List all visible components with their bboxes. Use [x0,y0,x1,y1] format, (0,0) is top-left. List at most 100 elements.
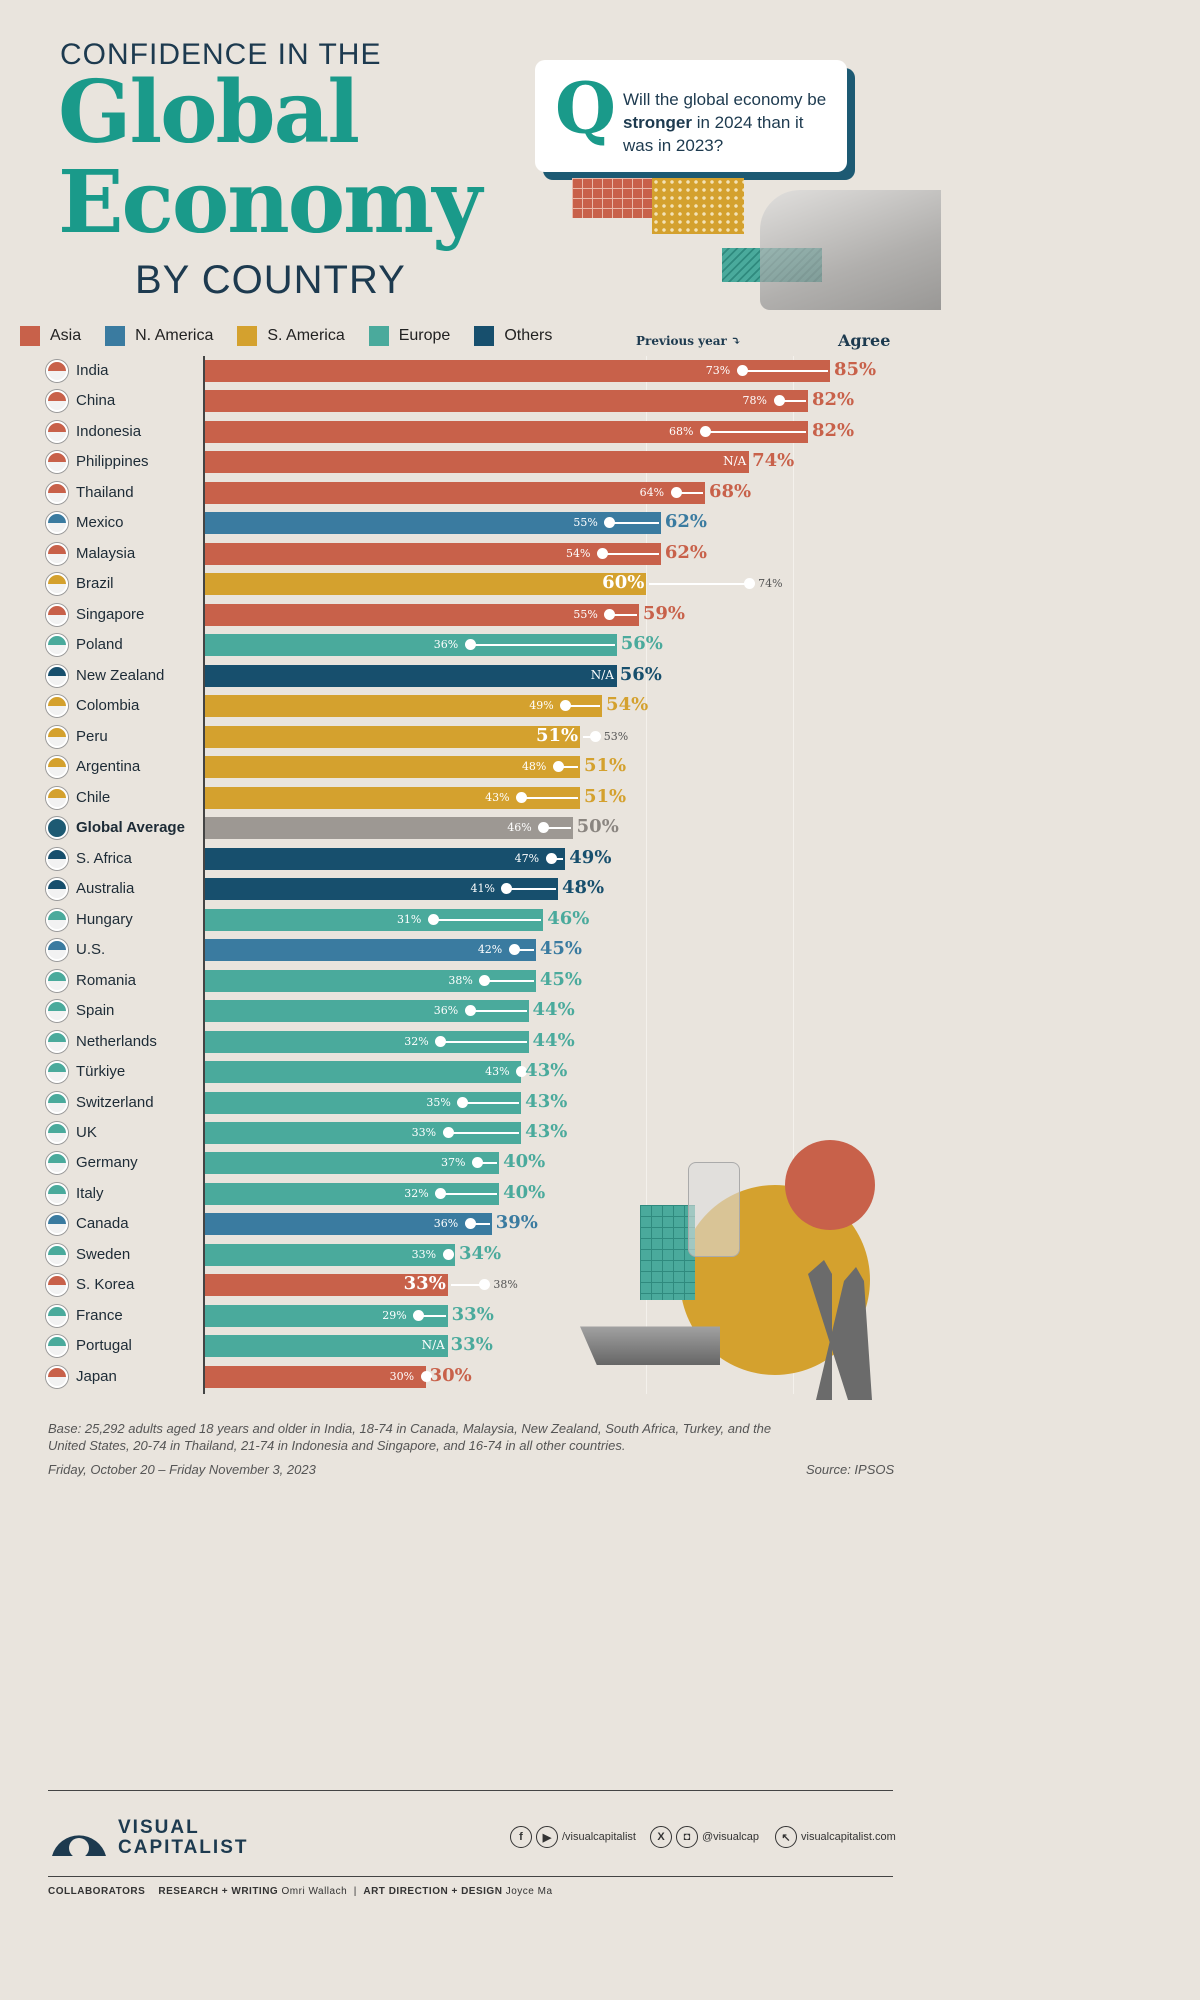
jar-illustration [688,1162,740,1257]
bar [205,725,580,748]
social-link-visualcapitalist[interactable]: f ▶ /visualcapitalist [510,1826,636,1848]
bar [205,847,566,870]
flag-icon [46,939,68,962]
instagram-icon[interactable]: ◘ [676,1826,698,1848]
value-label: 51% [584,785,627,807]
value-label: 85% [834,359,877,380]
chart-row: France 29% 33% [0,1304,941,1328]
title-line-4: BY COUNTRY [135,258,406,302]
change-arrow [565,705,601,708]
bar [205,1213,492,1236]
chart-row: New Zealand N/A 56% [0,664,941,688]
change-arrow [450,1284,485,1287]
flag-icon [46,756,68,779]
flag-icon [46,1152,68,1175]
bar [205,1304,448,1327]
country-label: Germany [76,1154,138,1172]
country-label: Switzerland [76,1093,154,1111]
flag-icon [46,1274,68,1297]
change-arrow [432,918,542,921]
country-label: UK [76,1124,97,1141]
country-label: Argentina [76,758,141,776]
chart-row: Colombia 49% 54% [0,694,941,718]
flag-icon [46,1213,68,1236]
value-label: 56% [619,663,662,685]
chart-row: Indonesia 68% 82% [0,420,941,444]
value-label: 82% [811,389,855,411]
value-label: 50% [576,816,619,838]
youtube-icon[interactable]: ▶ [536,1826,558,1848]
change-arrow [778,400,806,403]
value-label: 62% [664,511,708,533]
country-label: Romania [76,971,137,989]
cursor-icon[interactable]: ↖ [775,1826,797,1848]
country-label: Thailand [76,483,134,501]
bar [205,786,580,809]
question-text-b: in 2024 than it was in 2023? [623,113,804,155]
value-label: 51% [536,724,579,746]
social-handle[interactable]: @visualcap [702,1831,760,1843]
question-text-a: Will the global economy be [623,90,827,109]
bar [205,695,603,718]
divider [48,1790,893,1791]
title-line-2: Global [58,62,360,163]
chart-row: S. Korea 33% 38% [0,1273,941,1297]
chart-row: Malaysia 54% 62% [0,542,941,566]
legend-label: N. America [135,327,214,344]
legend-swatch [105,326,126,346]
logo-text-2: CAPITALIST [118,1837,249,1858]
website-text[interactable]: visualcapitalist.com [801,1831,896,1843]
social-link-visualcap[interactable]: X ◘ @visualcap [650,1826,759,1848]
value-label: 40% [503,1151,546,1173]
previous-label: 35% [426,1095,451,1109]
value-label: 49% [569,846,612,868]
gridline [646,356,647,1394]
country-label: S. Africa [76,849,132,867]
value-label: 30% [429,1364,472,1386]
previous-label: 78% [742,394,767,408]
agree-header: Agree [838,331,891,350]
bar [205,360,830,382]
chart-row: Poland 36% 56% [0,633,941,657]
flag-icon [46,573,68,596]
flag-icon [46,451,68,474]
research-label: RESEARCH + WRITING [158,1886,279,1897]
chart-row: UK 33% 43% [0,1121,941,1145]
legend-europe: Europe [368,326,451,346]
bar [205,1061,522,1084]
previous-label: 41% [470,882,495,896]
country-label: Indonesia [76,422,142,440]
legend-asia: Asia [20,326,81,346]
value-label: 44% [532,1029,575,1051]
chart-row: China 78% 82% [0,389,941,413]
social-handle[interactable]: /visualcapitalist [562,1831,636,1843]
flag-icon [46,634,68,657]
country-label: Italy [76,1184,104,1202]
country-label: Malaysia [76,544,136,562]
value-label: 51% [584,755,627,777]
chart-row: Netherlands 32% 44% [0,1030,941,1054]
economy-illustration [580,1140,920,1400]
source: Source: IPSOS [806,1462,895,1477]
legend-swatch [237,326,258,346]
previous-label: 74% [758,577,783,591]
change-arrow [477,1162,498,1165]
flag-icon [46,420,68,443]
change-arrow [741,370,828,372]
change-arrow [462,1101,520,1104]
value-label: 33% [451,1303,494,1325]
value-label: 33% [403,1273,446,1295]
change-arrow [469,1010,527,1013]
legend-label: Europe [398,327,451,344]
chart-row: Brazil 60% 74% [0,572,941,596]
previous-label: 64% [639,485,665,499]
facebook-icon[interactable]: f [510,1826,532,1848]
change-arrow [583,735,595,738]
value-label: 43% [525,1121,568,1142]
value-label: 45% [539,938,583,960]
x-icon[interactable]: X [650,1826,672,1848]
website-link[interactable]: ↖ visualcapitalist.com [775,1826,896,1848]
logo-mark-icon [52,1835,106,1858]
country-label: S. Korea [76,1276,135,1294]
bar [205,908,544,931]
